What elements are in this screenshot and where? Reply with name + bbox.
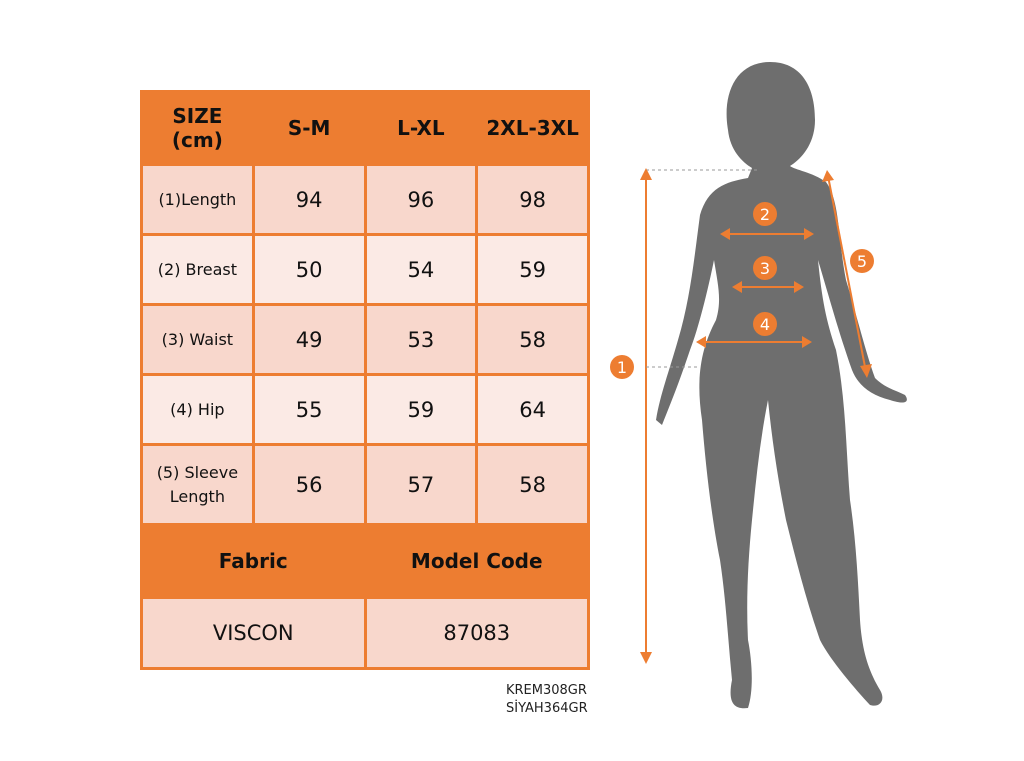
color-code: KREM308GR — [506, 683, 587, 698]
marker-label: 5 — [857, 252, 867, 271]
marker-label: 3 — [760, 259, 770, 278]
size-header-row: SIZE (cm) S-M L-XL 2XL-3XL — [140, 90, 590, 166]
cell-value: 59 — [363, 373, 479, 446]
size-header-cell: SIZE (cm) — [140, 90, 255, 166]
sleeve-arrow — [827, 175, 867, 373]
measurement-arrows — [645, 172, 867, 660]
color-code: SİYAH364GR — [506, 701, 588, 716]
row-label-line: (5) Sleeve — [156, 462, 239, 482]
size-column-header: L-XL — [363, 90, 479, 166]
model-code-value: 87083 — [363, 596, 590, 670]
marker-5: 5 — [850, 249, 874, 273]
row-label-line: Length — [169, 486, 225, 506]
cell-value: 58 — [475, 443, 590, 526]
marker-4: 4 — [753, 312, 777, 336]
fabric-value: VISCON — [140, 596, 367, 670]
cell-value: 49 — [251, 303, 367, 376]
cell-value: 59 — [475, 233, 590, 306]
marker-label: 4 — [760, 315, 770, 334]
table-row: (4) Hip 55 59 64 — [140, 373, 590, 446]
cell-value: 58 — [475, 303, 590, 376]
row-label: (4) Hip — [140, 373, 255, 446]
size-column-header: S-M — [251, 90, 367, 166]
marker-label: 1 — [617, 358, 627, 377]
row-label: (2) Breast — [140, 233, 255, 306]
cell-value: 53 — [363, 303, 479, 376]
arrow-heads — [640, 168, 872, 664]
guide-lines — [646, 169, 760, 368]
cell-value: 55 — [251, 373, 367, 446]
table-row: (1)Length 94 96 98 — [140, 163, 590, 236]
size-column-header: 2XL-3XL — [475, 90, 590, 166]
size-label: SIZE — [172, 104, 223, 128]
row-label: (3) Waist — [140, 303, 255, 376]
row-label: (1)Length — [140, 163, 255, 236]
fabric-header: Fabric — [140, 523, 367, 599]
body-measurement-figure: 1 5 2 3 4 — [610, 62, 907, 709]
row-label: (5) Sleeve Length — [140, 443, 255, 526]
cell-value: 96 — [363, 163, 479, 236]
unit-label: (cm) — [171, 128, 223, 152]
cell-value: 56 — [251, 443, 367, 526]
cell-value: 64 — [475, 373, 590, 446]
cell-value: 98 — [475, 163, 590, 236]
marker-1: 1 — [610, 355, 634, 379]
cell-value: 57 — [363, 443, 479, 526]
marker-label: 2 — [760, 205, 770, 224]
table-row: (2) Breast 50 54 59 — [140, 233, 590, 306]
marker-2: 2 — [753, 202, 777, 226]
cell-value: 50 — [251, 233, 367, 306]
size-chart-table: SIZE (cm) S-M L-XL 2XL-3XL (1)Length 94 9… — [140, 90, 590, 670]
cell-value: 94 — [251, 163, 367, 236]
info-header-row: Fabric Model Code — [140, 523, 590, 599]
color-codes: KREM308GR SİYAH364GR — [506, 682, 588, 718]
model-code-header: Model Code — [363, 523, 590, 599]
female-silhouette — [656, 62, 907, 709]
table-row: (5) Sleeve Length 56 57 58 — [140, 443, 590, 526]
table-row: (3) Waist 49 53 58 — [140, 303, 590, 376]
cell-value: 54 — [363, 233, 479, 306]
info-value-row: VISCON 87083 — [140, 596, 590, 670]
marker-3: 3 — [753, 256, 777, 280]
